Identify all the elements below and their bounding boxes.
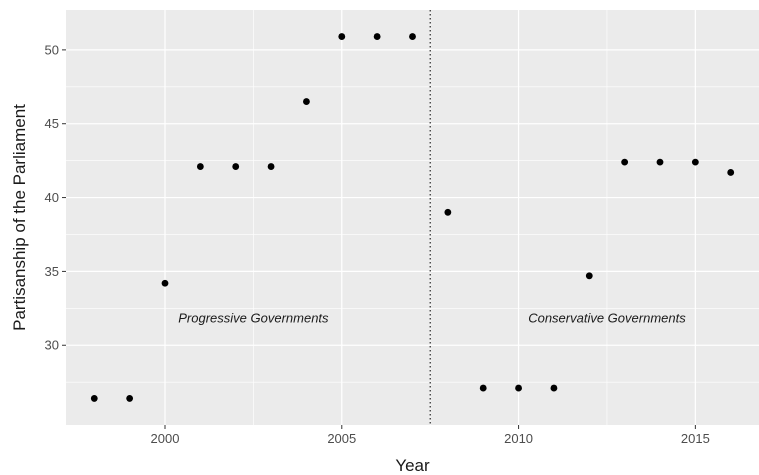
data-point — [479, 384, 487, 392]
y-tick-label: 35 — [45, 264, 59, 279]
x-axis-ticks: 2000 2005 2010 2015 — [151, 425, 710, 446]
data-point — [232, 163, 240, 170]
data-point — [303, 98, 310, 105]
x-tick-label: 2000 — [151, 431, 180, 446]
data-point — [727, 169, 735, 176]
x-tick-label: 2010 — [504, 431, 533, 446]
y-axis-title: Partisanship of the Parliament — [10, 104, 29, 331]
y-axis-ticks: 30 35 40 45 50 — [45, 42, 66, 353]
data-point — [656, 158, 664, 166]
annotation-label: Progressive Governments — [178, 311, 329, 326]
data-point — [267, 163, 275, 170]
data-point — [196, 163, 204, 170]
data-point — [515, 384, 522, 392]
major-gridlines — [66, 10, 759, 425]
data-point — [691, 158, 699, 166]
data-point — [338, 33, 346, 40]
x-tick-label: 2015 — [681, 431, 710, 446]
data-point — [90, 395, 98, 402]
data-point — [126, 395, 134, 402]
minor-gridlines — [66, 10, 759, 425]
data-point — [444, 208, 452, 216]
data-points — [90, 33, 735, 402]
plot-panel — [66, 10, 759, 425]
data-point — [373, 33, 381, 40]
y-tick-label: 50 — [45, 42, 59, 57]
data-point — [161, 279, 169, 287]
data-point — [409, 33, 416, 40]
y-tick-label: 45 — [45, 116, 59, 131]
data-point — [621, 158, 629, 166]
annotation-label: Conservative Governments — [528, 311, 686, 326]
annotations: Progressive Governments Conservative Gove… — [178, 311, 686, 326]
y-tick-label: 40 — [45, 190, 59, 205]
x-tick-label: 2005 — [327, 431, 356, 446]
y-tick-label: 30 — [45, 338, 59, 353]
data-point — [550, 384, 558, 392]
data-point — [585, 272, 593, 280]
x-axis-title: Year — [395, 456, 430, 475]
